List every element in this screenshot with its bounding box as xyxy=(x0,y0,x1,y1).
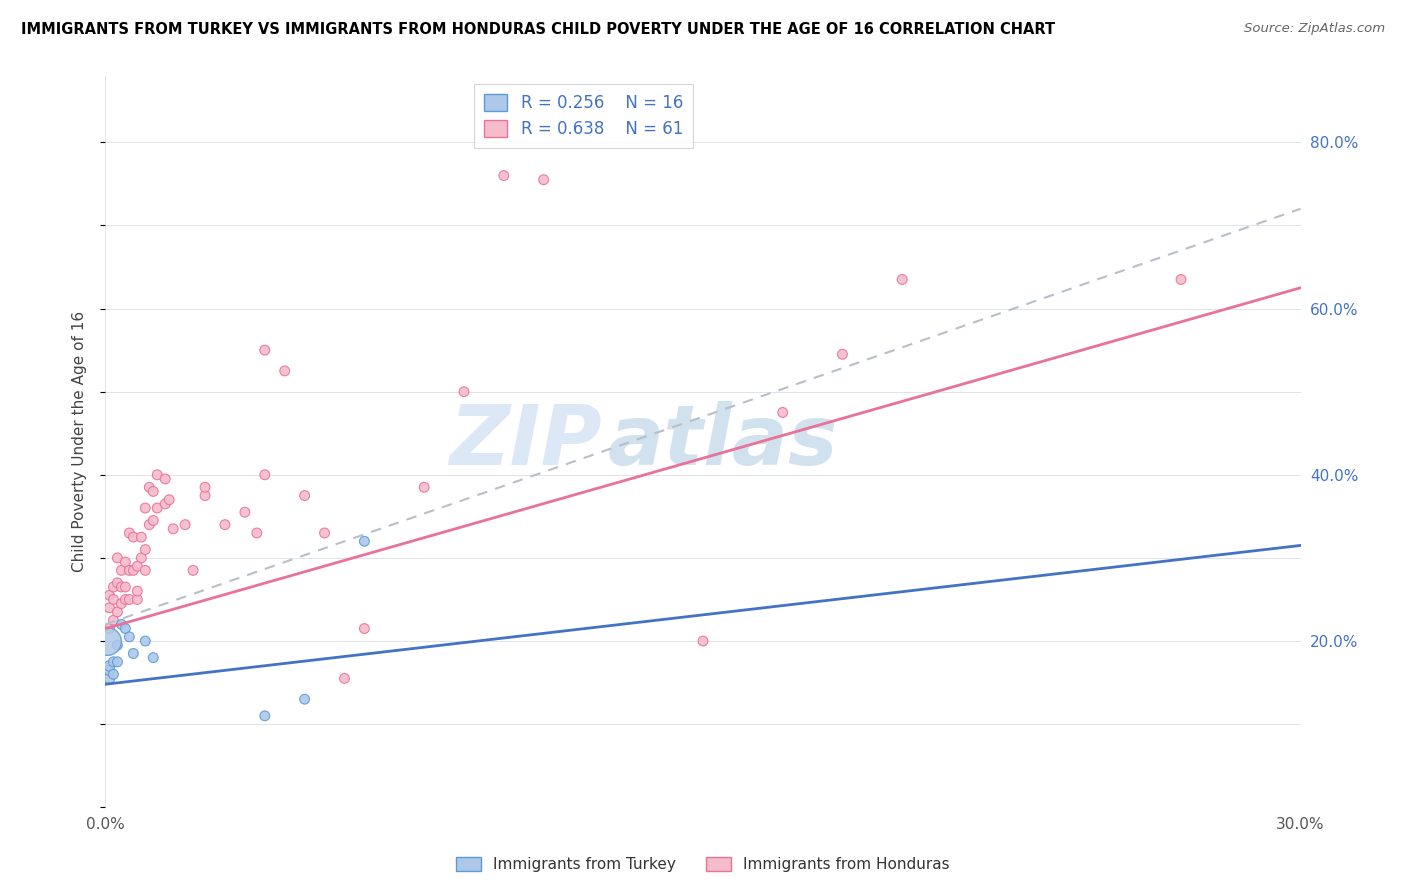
Point xyxy=(333,672,356,686)
Point xyxy=(533,172,555,186)
Point xyxy=(146,501,169,516)
Point xyxy=(114,622,136,636)
Point xyxy=(118,592,141,607)
Point xyxy=(194,489,217,503)
Y-axis label: Child Poverty Under the Age of 16: Child Poverty Under the Age of 16 xyxy=(72,311,87,572)
Point xyxy=(314,525,336,540)
Point xyxy=(146,467,169,482)
Point xyxy=(214,517,236,532)
Point xyxy=(127,584,149,599)
Point xyxy=(107,575,129,590)
Point xyxy=(142,650,165,665)
Point xyxy=(110,563,132,577)
Point xyxy=(122,530,145,544)
Point xyxy=(294,489,316,503)
Point xyxy=(181,563,204,577)
Point xyxy=(96,634,118,648)
Point xyxy=(107,638,129,652)
Point xyxy=(107,655,129,669)
Point xyxy=(772,405,794,419)
Point xyxy=(153,497,177,511)
Point xyxy=(246,525,269,540)
Point xyxy=(831,347,853,361)
Point xyxy=(157,492,180,507)
Point xyxy=(162,522,184,536)
Point xyxy=(1170,272,1192,286)
Point xyxy=(253,467,276,482)
Point xyxy=(122,563,145,577)
Point xyxy=(98,663,121,677)
Point xyxy=(122,647,145,661)
Text: IMMIGRANTS FROM TURKEY VS IMMIGRANTS FROM HONDURAS CHILD POVERTY UNDER THE AGE O: IMMIGRANTS FROM TURKEY VS IMMIGRANTS FRO… xyxy=(21,22,1056,37)
Point xyxy=(103,667,125,681)
Point xyxy=(118,630,141,644)
Point xyxy=(114,555,136,569)
Point xyxy=(110,617,132,632)
Point xyxy=(98,588,121,602)
Point xyxy=(134,542,156,557)
Point xyxy=(118,563,141,577)
Point xyxy=(98,672,121,686)
Point xyxy=(103,613,125,627)
Point xyxy=(103,655,125,669)
Legend: Immigrants from Turkey, Immigrants from Honduras: Immigrants from Turkey, Immigrants from … xyxy=(449,849,957,880)
Point xyxy=(114,580,136,594)
Point xyxy=(353,534,375,549)
Point xyxy=(134,634,156,648)
Point xyxy=(294,692,316,706)
Point xyxy=(103,580,125,594)
Point xyxy=(134,501,156,516)
Point xyxy=(492,169,515,183)
Point xyxy=(253,708,276,723)
Legend: R = 0.256    N = 16, R = 0.638    N = 61: R = 0.256 N = 16, R = 0.638 N = 61 xyxy=(474,84,693,148)
Text: Source: ZipAtlas.com: Source: ZipAtlas.com xyxy=(1244,22,1385,36)
Text: atlas: atlas xyxy=(607,401,838,482)
Text: ZIP: ZIP xyxy=(449,401,602,482)
Point xyxy=(98,622,121,636)
Point xyxy=(107,605,129,619)
Point xyxy=(107,550,129,565)
Point xyxy=(129,530,153,544)
Point xyxy=(98,600,121,615)
Point xyxy=(110,580,132,594)
Point xyxy=(98,659,121,673)
Point xyxy=(353,622,375,636)
Point xyxy=(114,592,136,607)
Point xyxy=(233,505,256,519)
Point xyxy=(127,559,149,574)
Point xyxy=(103,592,125,607)
Point xyxy=(273,364,295,378)
Point xyxy=(692,634,714,648)
Point xyxy=(110,597,132,611)
Point xyxy=(142,484,165,499)
Point xyxy=(129,550,153,565)
Point xyxy=(138,480,160,494)
Point xyxy=(127,592,149,607)
Point xyxy=(174,517,197,532)
Point xyxy=(253,343,276,357)
Point xyxy=(413,480,436,494)
Point xyxy=(138,517,160,532)
Point xyxy=(453,384,475,399)
Point xyxy=(153,472,177,486)
Point xyxy=(891,272,914,286)
Point xyxy=(142,514,165,528)
Point xyxy=(194,480,217,494)
Point xyxy=(118,525,141,540)
Point xyxy=(134,563,156,577)
